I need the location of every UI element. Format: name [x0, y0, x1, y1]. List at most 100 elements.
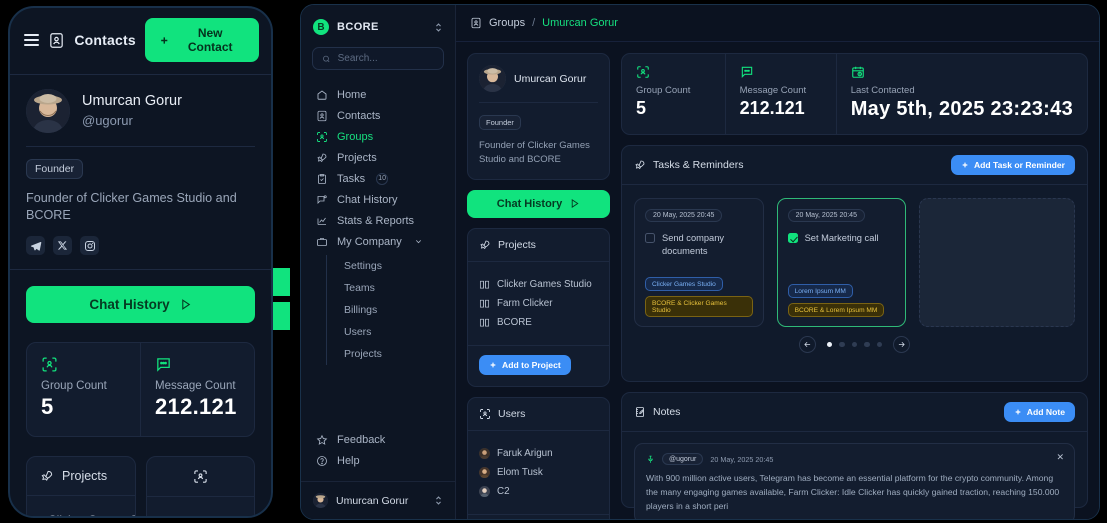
- carousel-dot[interactable]: [839, 341, 845, 348]
- list-item[interactable]: Clicker Games Studio: [479, 275, 598, 294]
- sidebar-item-settings[interactable]: Settings: [338, 255, 446, 277]
- list-item-label: BCORE: [497, 316, 532, 328]
- contacts-icon: [471, 17, 481, 29]
- carousel-prev-button[interactable]: [798, 336, 816, 353]
- tasks-reminders-section: Tasks & Reminders Add Task or Reminder 2…: [621, 145, 1088, 382]
- stat-card-message-count: Message Count 212.121: [724, 54, 836, 134]
- instagram-icon[interactable]: [80, 236, 99, 256]
- stat-card-last-contacted: Last Contacted May 5th, 2025 23:23:43: [835, 54, 1087, 134]
- brand-name: BCORE: [337, 21, 379, 33]
- sidebar-bottom: Feedback Help: [301, 429, 455, 471]
- desktop-app-window: B BCORE Home Contacts: [300, 4, 1100, 520]
- divider: [26, 146, 255, 147]
- avatar: [479, 65, 506, 92]
- sidebar-item-tasks[interactable]: Tasks 10: [310, 168, 446, 189]
- sidebar-item-teams[interactable]: Teams: [338, 277, 446, 299]
- sidebar-item-projects[interactable]: Projects: [310, 147, 446, 168]
- chevron-updown-icon[interactable]: [434, 495, 443, 506]
- list-item[interactable]: Farm Clicker: [479, 294, 598, 313]
- mobile-screen: Contacts New Contact: [10, 8, 271, 516]
- new-contact-button[interactable]: New Contact: [144, 18, 259, 62]
- hamburger-menu-icon[interactable]: [24, 34, 40, 46]
- task-card[interactable]: 20 May, 2025 20:45 Set Marketing call Lo…: [776, 198, 907, 327]
- mobile-groups-body: [147, 497, 255, 516]
- sidebar-item-billings[interactable]: Billings: [338, 299, 446, 321]
- mobile-lists-row: Projects Clicker Games Studio BCORE: [26, 456, 255, 516]
- sidebar-item-label: Chat History: [337, 193, 398, 206]
- task-checkbox[interactable]: [645, 233, 655, 243]
- sidebar-item-projects-sub[interactable]: Projects: [338, 343, 446, 365]
- sidebar-item-chat-history[interactable]: Chat History: [310, 189, 446, 210]
- mobile-profile-row: Umurcan Gorur @ugorur: [26, 89, 255, 133]
- carousel-dot[interactable]: [864, 341, 870, 348]
- sidebar-item-contacts[interactable]: Contacts: [310, 105, 446, 126]
- add-note-label: Add Note: [1026, 407, 1065, 417]
- sidebar-item-label: Home: [337, 88, 367, 101]
- carousel-dot[interactable]: [876, 341, 883, 348]
- sidebar-item-label: Tasks: [337, 172, 366, 185]
- carousel-dots: [826, 341, 883, 348]
- chat-history-button[interactable]: Chat History: [467, 189, 610, 218]
- add-to-project-button[interactable]: Add to Project: [479, 354, 571, 375]
- sidebar-item-users[interactable]: Users: [338, 321, 446, 343]
- group-icon: [193, 469, 208, 484]
- task-tag-group: BCORE & Clicker Games Studio: [645, 296, 753, 317]
- sidebar-user-switcher[interactable]: Umurcan Gorur: [301, 481, 455, 519]
- list-item[interactable]: C2: [479, 482, 598, 501]
- add-task-button[interactable]: Add Task or Reminder: [950, 155, 1075, 175]
- chevron-down-icon: [415, 240, 421, 244]
- chat-icon: [317, 194, 327, 204]
- search-input[interactable]: [337, 53, 434, 64]
- message-icon: [740, 65, 822, 79]
- sidebar: B BCORE Home Contacts: [301, 5, 456, 519]
- contact-bio: Founder of Clicker Games Studio and BCOR…: [479, 140, 590, 165]
- list-item[interactable]: Elom Tusk: [479, 463, 598, 482]
- mobile-page-title: Contacts: [74, 32, 136, 48]
- task-date: 20 May, 2025 20:45: [787, 209, 865, 222]
- list-item[interactable]: Clicker Games Studio: [40, 509, 135, 516]
- home-icon: [317, 89, 327, 100]
- sidebar-item-help[interactable]: Help: [310, 450, 446, 471]
- sidebar-item-groups[interactable]: Groups: [310, 126, 446, 147]
- list-item[interactable]: [160, 510, 242, 516]
- sidebar-item-stats-reports[interactable]: Stats & Reports: [310, 210, 446, 231]
- stats-row: Group Count 5 Message Count 212.121: [621, 53, 1088, 135]
- brand-switcher[interactable]: B BCORE: [301, 5, 455, 47]
- main-body: Umurcan Gorur Founder Founder of Clicker…: [456, 42, 1099, 519]
- task-tag-project: Lorem Ipsum MM: [787, 284, 853, 298]
- task-checkbox[interactable]: [787, 233, 798, 243]
- carousel-dot[interactable]: [826, 341, 833, 348]
- role-badge: Founder: [479, 115, 521, 130]
- avatar: [479, 447, 490, 459]
- stat-label: Message Count: [739, 85, 807, 96]
- sidebar-item-home[interactable]: Home: [310, 84, 446, 105]
- breadcrumb-root[interactable]: Groups: [489, 17, 526, 29]
- carousel-next-button[interactable]: [893, 336, 911, 353]
- task-main: Send company documents: [645, 232, 753, 259]
- carousel-dot[interactable]: [851, 341, 858, 348]
- search-box[interactable]: [312, 47, 444, 70]
- divider: [146, 496, 254, 498]
- breadcrumb-current: Umurcan Gorur: [542, 17, 618, 29]
- sidebar-item-feedback[interactable]: Feedback: [310, 429, 446, 450]
- close-icon[interactable]: ✕: [1056, 452, 1064, 462]
- telegram-icon[interactable]: [26, 236, 45, 256]
- add-note-button[interactable]: Add Note: [1003, 402, 1075, 422]
- task-card[interactable]: 20 May, 2025 20:45 Send company document…: [634, 198, 764, 327]
- chat-history-button[interactable]: Chat History: [26, 286, 255, 324]
- chevron-updown-icon[interactable]: [434, 22, 443, 33]
- contact-summary-header: Umurcan Gorur: [479, 65, 598, 92]
- task-card-placeholder[interactable]: [919, 198, 1075, 327]
- x-icon[interactable]: [53, 236, 72, 256]
- sidebar-item-label: Groups: [337, 130, 374, 143]
- list-item-label: Clicker Games Studio: [497, 278, 592, 290]
- task-main: Set Marketing call: [787, 232, 896, 245]
- divider: [27, 495, 135, 497]
- sidebar-item-my-company[interactable]: My Company: [310, 231, 446, 252]
- play-icon: [571, 199, 579, 209]
- list-item[interactable]: BCORE: [479, 313, 598, 332]
- mobile-chat-history-wrap: Chat History: [26, 286, 255, 324]
- list-item-label: Faruk Arigun: [497, 447, 553, 459]
- list-item[interactable]: Faruk Arigun: [479, 444, 598, 463]
- stat-label: Last Contacted: [850, 85, 915, 96]
